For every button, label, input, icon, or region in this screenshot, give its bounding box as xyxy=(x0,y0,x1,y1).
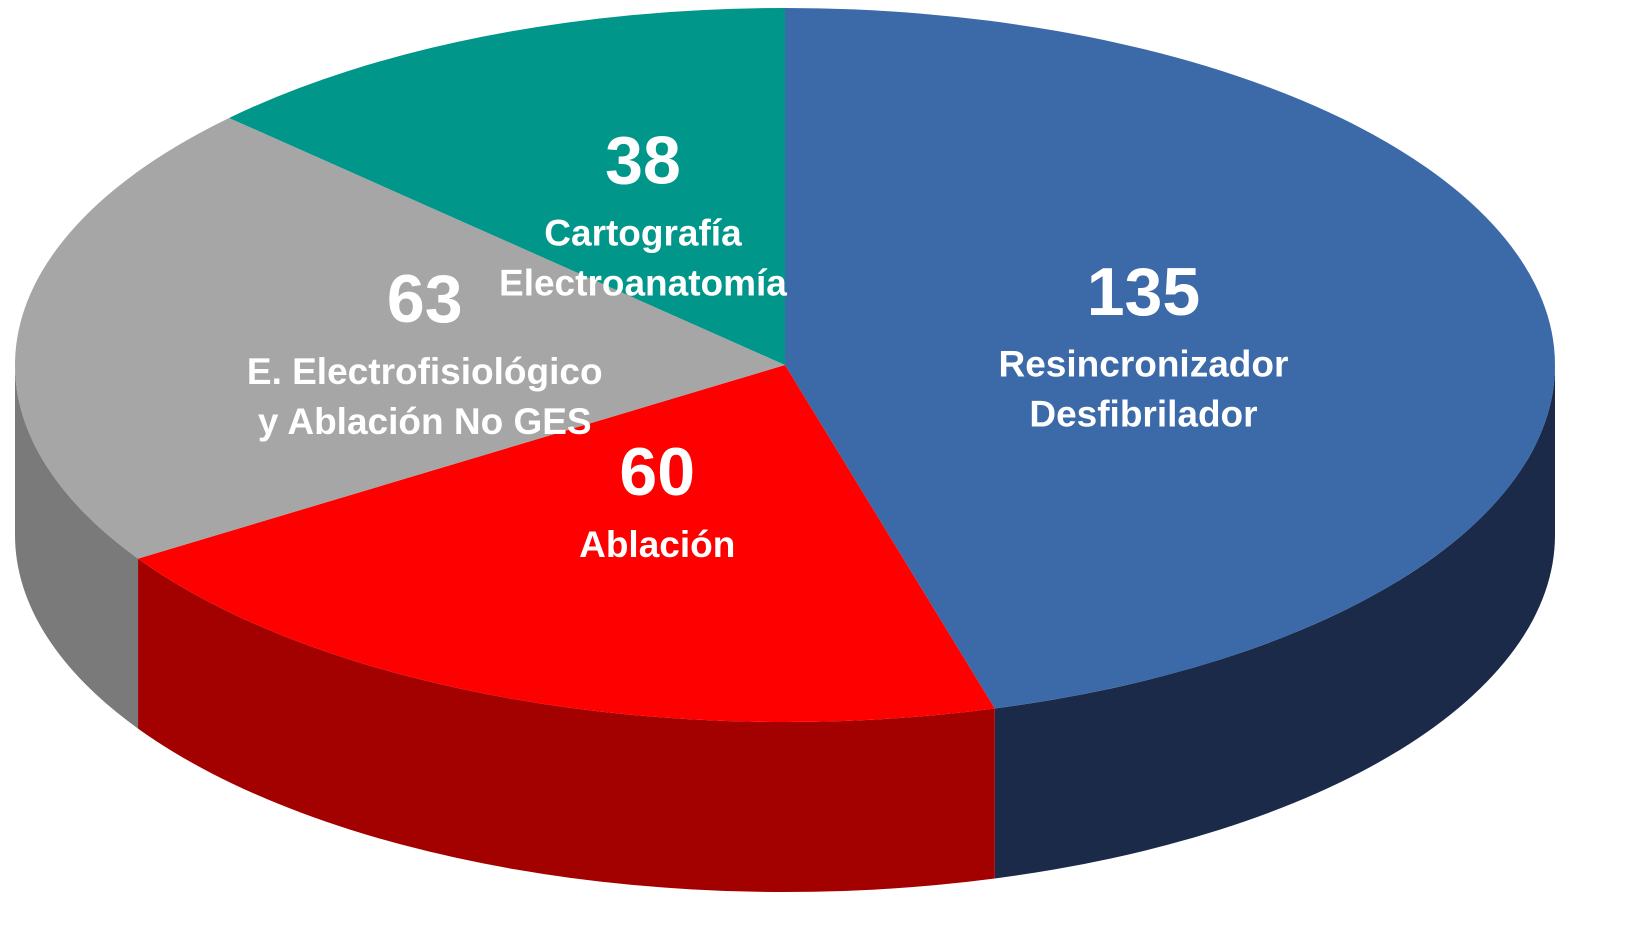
category-label: Cartografía xyxy=(544,212,742,253)
value-label: 63 xyxy=(387,261,463,337)
category-label: Desfibrilador xyxy=(1029,394,1257,435)
pie-slice xyxy=(138,365,995,722)
pie-slice xyxy=(14,117,785,559)
category-label: Electroanatomía xyxy=(499,262,787,303)
category-label: Ablación xyxy=(579,524,735,565)
category-label: y Ablación No GES xyxy=(258,401,592,442)
category-label: Resincronizador xyxy=(999,344,1289,385)
value-label: 60 xyxy=(619,434,695,510)
value-label: 135 xyxy=(1087,254,1200,330)
pie-slice xyxy=(785,8,1556,709)
pie-slice xyxy=(229,8,785,365)
pie-side xyxy=(15,365,139,729)
pie-side xyxy=(994,365,1555,879)
value-label: 38 xyxy=(605,123,681,199)
pie-side xyxy=(138,558,995,892)
category-label: E. Electrofisiológico xyxy=(247,351,603,392)
